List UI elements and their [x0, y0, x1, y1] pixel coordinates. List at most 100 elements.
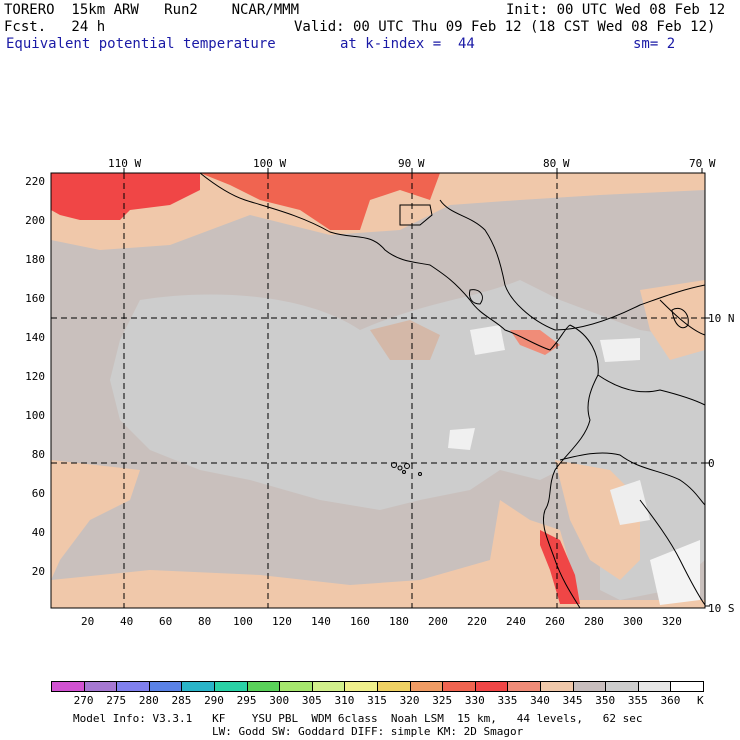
- lat-lon-grid: [51, 173, 705, 608]
- border-ecuador-peru: [559, 452, 706, 506]
- x-tick: 120: [272, 615, 292, 628]
- colorbar-swatch: [83, 681, 118, 692]
- colorbar-swatch: [540, 681, 574, 692]
- colorbar-label: 345: [562, 694, 583, 707]
- shading-355-360-4: [650, 540, 700, 605]
- colorbar-label: 320: [399, 694, 420, 707]
- x-tick: 80: [198, 615, 212, 628]
- colorbar-swatch: [148, 681, 183, 692]
- map-frame: [50, 172, 706, 609]
- lake-maracaibo: [671, 307, 689, 329]
- x-tick: 180: [389, 615, 409, 628]
- colorbar-swatch: [377, 681, 411, 692]
- galapagos-islands: [391, 462, 422, 476]
- x-tick: 280: [584, 615, 604, 628]
- colorbar-swatch: [409, 681, 444, 692]
- lon-label-110w: 110 W: [108, 157, 142, 170]
- x-tick: 20: [81, 615, 95, 628]
- colorbar-swatch: [670, 681, 704, 692]
- lat-label-10n: 10 N: [708, 312, 735, 325]
- colorbar-swatch: [246, 681, 281, 692]
- x-tick: 140: [311, 615, 331, 628]
- shading-355-360-2: [600, 338, 640, 362]
- colorbar-swatch: [344, 681, 378, 692]
- y-tick: 40: [31, 526, 45, 539]
- border-peru-brazil: [639, 499, 706, 606]
- y-tick: 140: [25, 331, 45, 344]
- border-venezuela: [659, 299, 706, 336]
- physics-info: LW: Godd SW: Goddard DIFF: simple KM: 2D…: [212, 725, 524, 738]
- shading-340-345-colombia: [640, 280, 705, 360]
- x-tick: 320: [662, 615, 682, 628]
- border-colombia-peru: [597, 374, 706, 406]
- valid-time: Valid: 00 UTC Thu 09 Feb 12 (18 CST Wed …: [294, 19, 716, 35]
- shading-355-360-3: [448, 428, 475, 450]
- x-tick: 220: [467, 615, 487, 628]
- forecast-hour: Fcst. 24 h: [4, 19, 106, 35]
- shading-330-335-mexico: [51, 173, 200, 220]
- y-tick: 80: [31, 448, 45, 461]
- shading-340-345-central: [370, 320, 440, 360]
- colorbar-label: 305: [301, 694, 322, 707]
- colorbar-label: 310: [334, 694, 355, 707]
- colorbar-label: 340: [530, 694, 550, 707]
- smoothing-info: sm= 2: [633, 36, 676, 52]
- coastline-colombia-ecuador: [542, 324, 599, 609]
- colorbar-swatch: [51, 681, 85, 692]
- shading-340-345-south: [51, 500, 705, 608]
- y-tick: 220: [25, 175, 45, 188]
- colorbar-label: 300: [269, 694, 290, 707]
- y-tick: 100: [25, 409, 45, 422]
- shading-340-345-west: [51, 460, 140, 580]
- y-tick: 20: [31, 565, 45, 578]
- colorbar-unit: K: [697, 694, 704, 707]
- border-yucatan: [399, 204, 433, 226]
- colorbar-label: 355: [627, 694, 648, 707]
- colorbar-label: 360: [660, 694, 681, 707]
- coastline-central-america: [199, 172, 571, 351]
- colorbar-swatch: [311, 681, 346, 692]
- field-name: Equivalent potential temperature: [6, 36, 276, 52]
- init-time: Init: 00 UTC Wed 08 Feb 12: [506, 2, 726, 18]
- colorbar-label: 350: [595, 694, 616, 707]
- x-tick: 240: [506, 615, 526, 628]
- x-tick: 40: [120, 615, 134, 628]
- colorbar-swatch: [507, 681, 541, 692]
- model-info: Model Info: V3.3.1 KF YSU PBL WDM 6class…: [73, 712, 643, 725]
- lat-label-10s: 10 S: [708, 602, 735, 615]
- colorbar-label: 330: [464, 694, 485, 707]
- colorbar-label: 295: [236, 694, 257, 707]
- shading-340-345-andes: [555, 460, 640, 580]
- level-info: at k-index = 44: [340, 36, 475, 52]
- coastline-caribbean: [439, 199, 706, 331]
- lat-label-0: 0: [708, 457, 715, 470]
- lon-label-100w: 100 W: [253, 157, 287, 170]
- y-tick: 120: [25, 370, 45, 383]
- lon-label-70w: 70 W: [689, 157, 716, 170]
- lake-nicaragua: [469, 289, 483, 305]
- colorbar-swatch: [181, 681, 215, 692]
- y-tick: 60: [31, 487, 45, 500]
- frame-ticks: [123, 168, 710, 607]
- y-tick: 200: [25, 214, 45, 227]
- shading-335-340-coast: [540, 530, 580, 604]
- shading-355-360-1: [470, 325, 505, 355]
- x-tick: 160: [350, 615, 370, 628]
- colorbar-swatch: [214, 681, 248, 692]
- colorbar-swatch: [605, 681, 639, 692]
- shading-335-340-panama: [510, 330, 560, 355]
- shading-340-345-north: [51, 173, 705, 250]
- colorbar-label: 275: [106, 694, 127, 707]
- y-tick: 180: [25, 253, 45, 266]
- y-tick: 160: [25, 292, 45, 305]
- colorbar-label: 285: [171, 694, 192, 707]
- colorbar-label: 335: [497, 694, 518, 707]
- colorbar-swatch: [637, 681, 672, 692]
- colorbar-swatch: [474, 681, 509, 692]
- model-title: TORERO 15km ARW Run2 NCAR/MMM: [4, 2, 300, 18]
- colorbar-swatch: [442, 681, 476, 692]
- colorbar-label: 325: [432, 694, 453, 707]
- colorbar-swatch: [279, 681, 313, 692]
- colorbar-label: 280: [138, 694, 159, 707]
